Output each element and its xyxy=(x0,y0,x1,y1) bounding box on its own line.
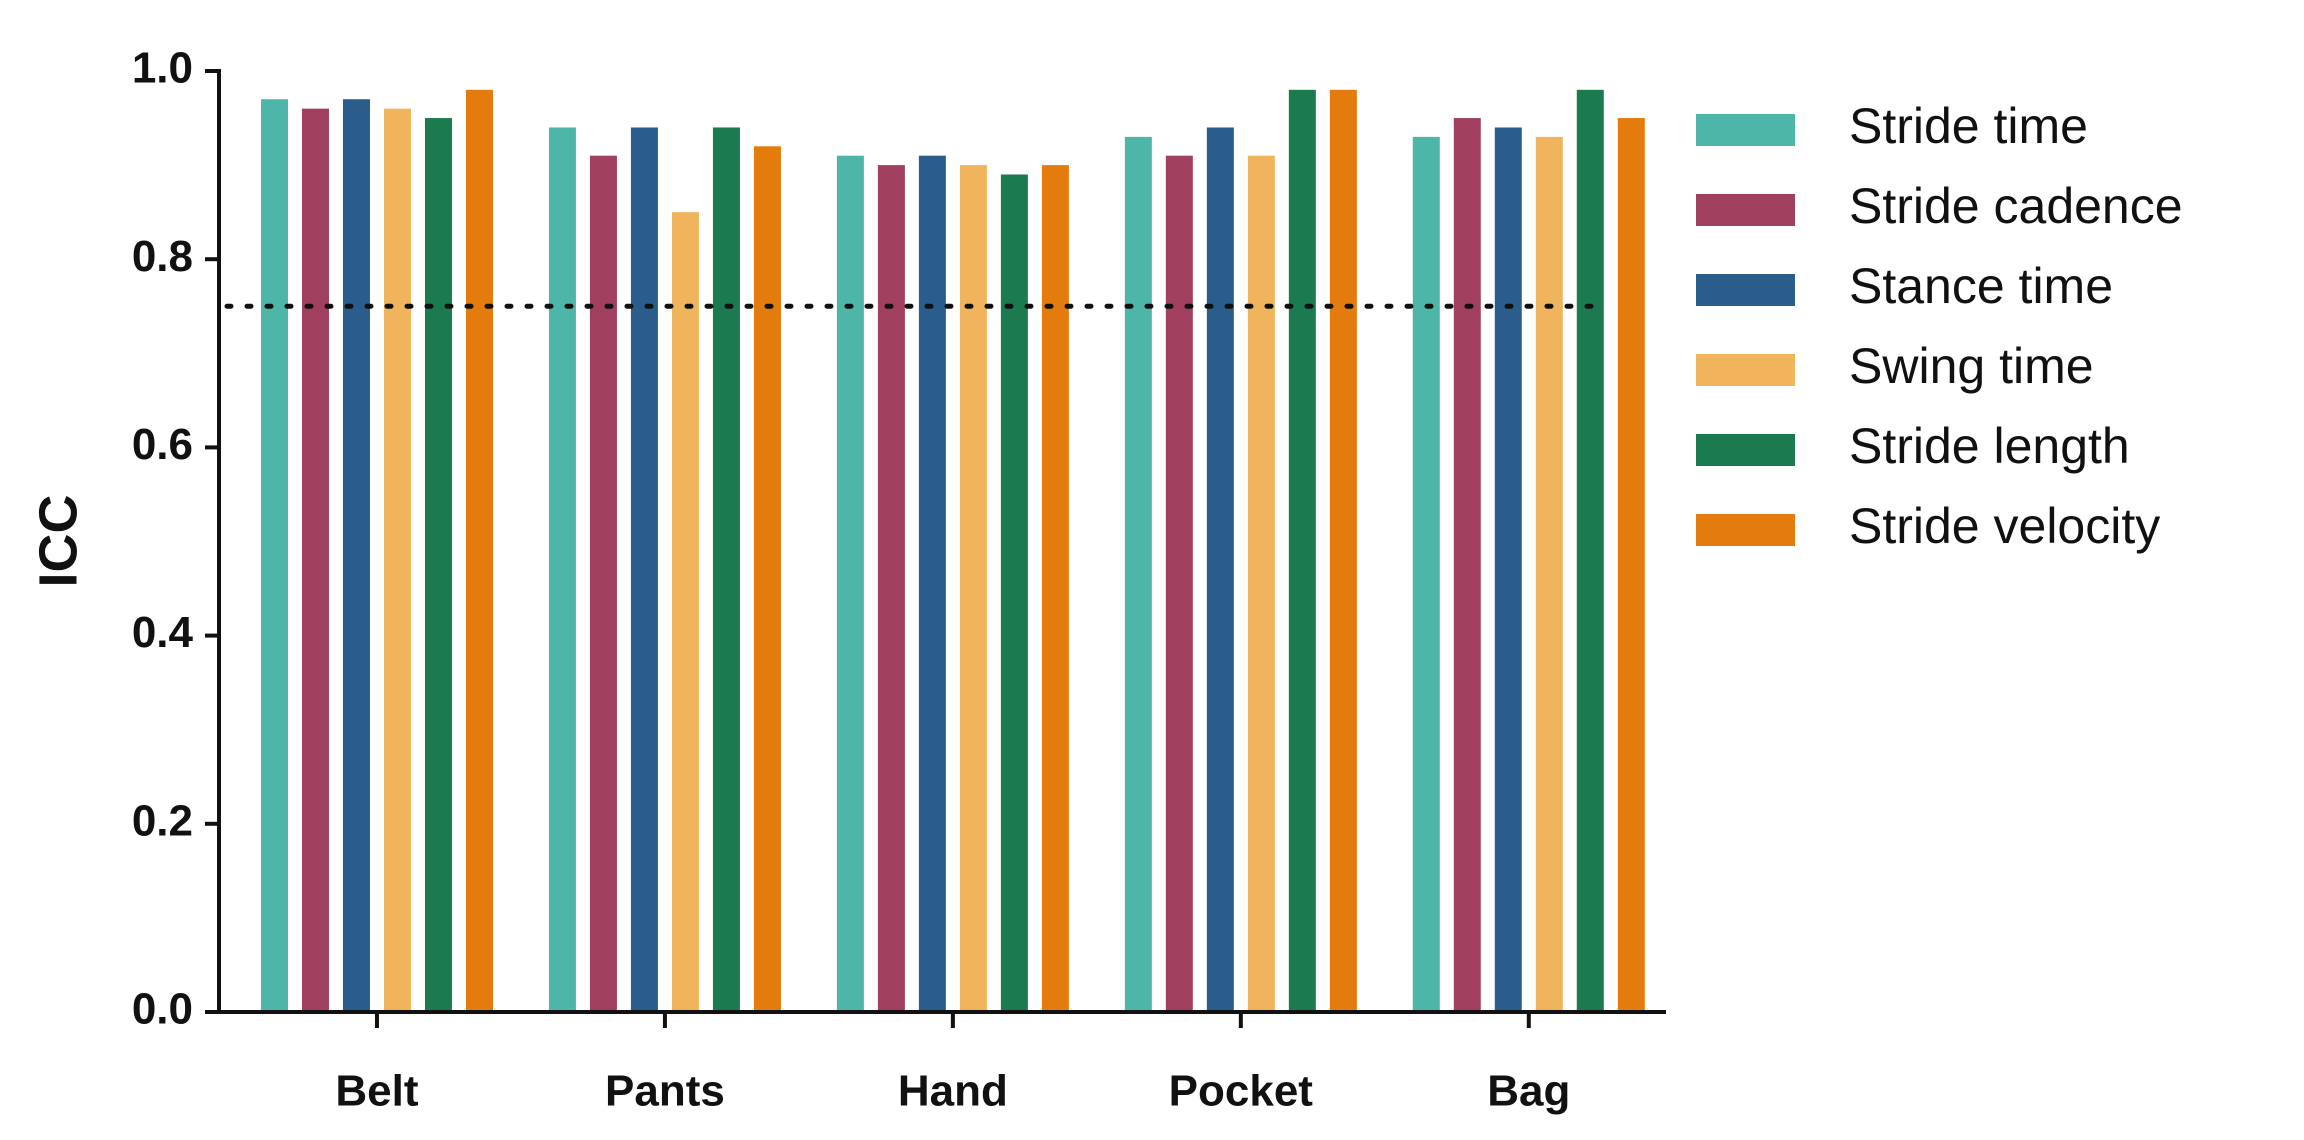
bar xyxy=(630,127,658,1012)
bar xyxy=(260,99,288,1013)
legend-label: Stride cadence xyxy=(1849,178,2183,234)
x-tick-label: Bag xyxy=(1487,1067,1570,1116)
bar xyxy=(1576,89,1604,1012)
bar xyxy=(301,108,329,1012)
legend-swatch xyxy=(1696,194,1795,226)
x-tick-label: Belt xyxy=(335,1067,418,1116)
bar xyxy=(1124,136,1152,1012)
x-tick-label: Hand xyxy=(898,1067,1008,1116)
bar xyxy=(918,155,946,1012)
bar xyxy=(1617,118,1645,1013)
bar xyxy=(1041,165,1069,1013)
legend-label: Stride length xyxy=(1849,418,2130,474)
bar xyxy=(1329,89,1357,1012)
legend-swatch xyxy=(1696,354,1795,386)
y-tick-label: 0.8 xyxy=(132,232,193,281)
legend-swatch xyxy=(1696,274,1795,306)
bar xyxy=(753,146,781,1012)
x-tick-label: Pocket xyxy=(1169,1067,1314,1116)
bar xyxy=(1247,155,1275,1012)
y-tick-label: 0.6 xyxy=(132,420,193,469)
bar xyxy=(589,155,617,1012)
bar xyxy=(1000,174,1028,1012)
bar xyxy=(1453,118,1481,1013)
legend-swatch xyxy=(1696,114,1795,146)
y-tick-label: 0.2 xyxy=(132,796,193,845)
bar xyxy=(1494,127,1522,1012)
bar xyxy=(1206,127,1234,1012)
legend-label: Swing time xyxy=(1849,338,2094,394)
x-tick-label: Pants xyxy=(605,1067,725,1116)
legend-label: Stance time xyxy=(1849,258,2113,314)
bar xyxy=(671,212,699,1012)
legend-label: Stride velocity xyxy=(1849,498,2160,554)
y-tick-label: 0.0 xyxy=(132,985,193,1034)
y-axis-label: ICC xyxy=(28,495,88,588)
bar xyxy=(1288,89,1316,1012)
bar xyxy=(836,155,864,1012)
bar xyxy=(424,118,452,1013)
legend-label: Stride time xyxy=(1849,98,2088,154)
y-tick-label: 1.0 xyxy=(132,44,193,93)
y-tick-label: 0.4 xyxy=(132,608,194,657)
bar xyxy=(465,89,493,1012)
bar xyxy=(1412,136,1440,1012)
bar xyxy=(877,165,905,1013)
legend-swatch xyxy=(1696,514,1795,546)
bar xyxy=(1165,155,1193,1012)
bar xyxy=(383,108,411,1012)
bar xyxy=(712,127,740,1012)
legend-swatch xyxy=(1696,434,1795,466)
bar xyxy=(959,165,987,1013)
bar xyxy=(548,127,576,1012)
bar xyxy=(1535,136,1563,1012)
bar xyxy=(342,99,370,1013)
